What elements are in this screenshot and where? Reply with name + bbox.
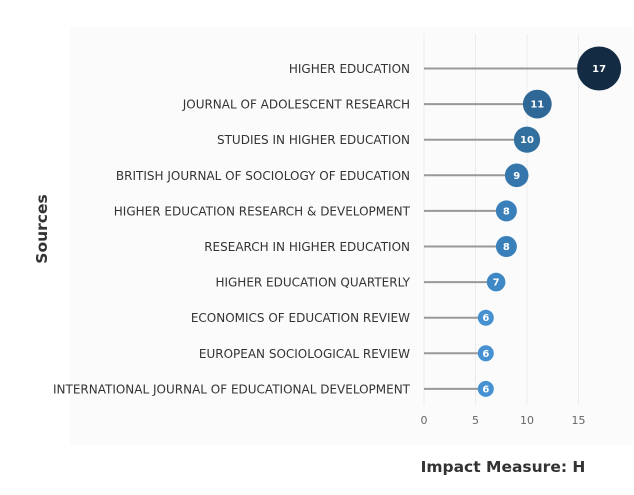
- category-label: ECONOMICS OF EDUCATION REVIEW: [191, 311, 410, 325]
- category-label: HIGHER EDUCATION: [289, 62, 410, 76]
- dot-value-label: 10: [520, 135, 534, 146]
- dot-value-label: 7: [493, 278, 500, 289]
- dot-value-label: 17: [592, 64, 606, 75]
- dot-value-label: 6: [482, 349, 489, 360]
- category-label: STUDIES IN HIGHER EDUCATION: [217, 133, 410, 147]
- x-tick-label: 5: [472, 414, 479, 427]
- category-labels: HIGHER EDUCATION JOURNAL OF ADOLESCENT RE…: [53, 62, 411, 396]
- x-tick-labels: 0 5 10 15: [421, 414, 586, 427]
- lollipop-dot: [477, 380, 494, 397]
- lollipop-dot: [495, 200, 517, 222]
- lollipop-dot: [522, 89, 552, 119]
- dot-value-label: 11: [530, 100, 544, 111]
- y-axis-title: Sources: [33, 194, 51, 263]
- lollipop-dot: [577, 46, 622, 91]
- dot-value-label: 8: [503, 242, 510, 253]
- category-label: RESEARCH IN HIGHER EDUCATION: [204, 240, 410, 254]
- dot-value-label: 8: [503, 206, 510, 217]
- lollipop-dot: [477, 345, 494, 362]
- x-axis-title: Impact Measure: H: [421, 458, 586, 476]
- category-label: INTERNATIONAL JOURNAL OF EDUCATIONAL DEV…: [53, 382, 411, 396]
- category-label: HIGHER EDUCATION RESEARCH & DEVELOPMENT: [114, 204, 411, 218]
- category-label: BRITISH JOURNAL OF SOCIOLOGY OF EDUCATIO…: [116, 169, 410, 183]
- x-tick-label: 10: [520, 414, 534, 427]
- lollipop-stems: [424, 67, 600, 390]
- value-labels: 17 11 10 9 8 8 7 6 6 6: [482, 64, 606, 395]
- category-label: EUROPEAN SOCIOLOGICAL REVIEW: [199, 347, 410, 361]
- lollipop-dot: [486, 272, 506, 292]
- lollipop-dot: [513, 126, 541, 153]
- category-label: HIGHER EDUCATION QUARTERLY: [215, 276, 410, 290]
- lollipop-dot: [504, 163, 529, 188]
- category-label: JOURNAL OF ADOLESCENT RESEARCH: [182, 98, 410, 112]
- x-tick-label: 0: [421, 414, 428, 427]
- dot-value-label: 6: [482, 384, 489, 395]
- dot-value-label: 6: [482, 313, 489, 324]
- lollipop-dot: [495, 236, 517, 257]
- x-tick-label: 15: [572, 414, 586, 427]
- lollipop-dot: [477, 309, 494, 326]
- lollipop-dots: [477, 46, 622, 397]
- dot-value-label: 9: [513, 171, 520, 182]
